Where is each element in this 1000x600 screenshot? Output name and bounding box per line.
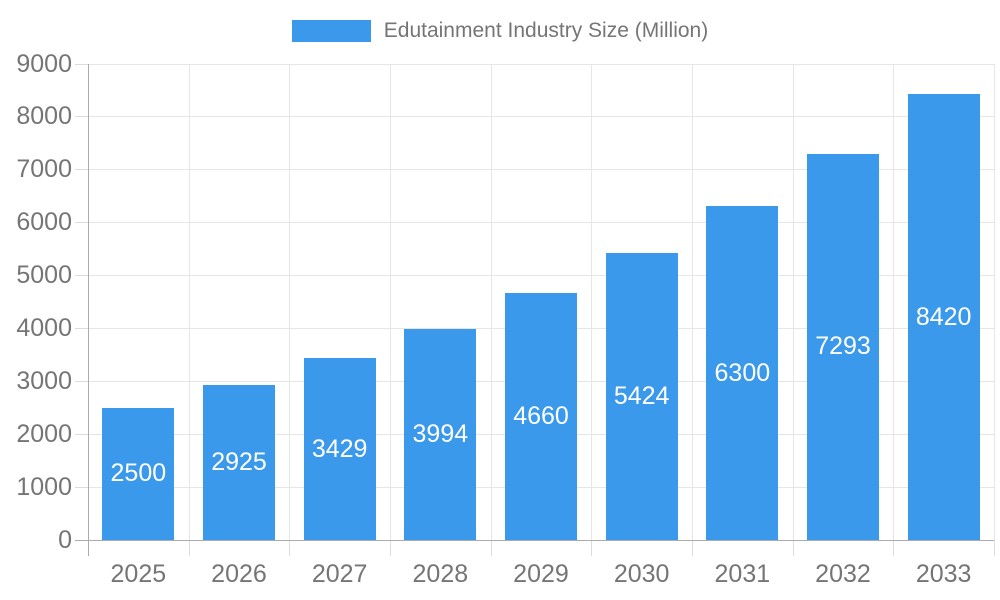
x-axis-baseline [75, 540, 994, 541]
gridline-horizontal [88, 275, 994, 277]
y-axis-label: 8000 [16, 102, 72, 131]
bar[interactable]: 3429 [303, 358, 376, 540]
bar-value-label: 3429 [311, 434, 368, 463]
x-axis-label: 2026 [211, 560, 267, 588]
bar[interactable]: 6300 [706, 206, 779, 540]
y-axis-tick [75, 116, 88, 118]
gridline-vertical [692, 63, 693, 540]
y-axis-label: 6000 [16, 208, 72, 237]
gridline-vertical [994, 63, 995, 540]
bar[interactable]: 2500 [102, 407, 175, 540]
gridline-horizontal [88, 63, 994, 65]
y-axis-tick [75, 381, 88, 383]
x-axis-tick [591, 540, 593, 556]
y-axis-label: 5000 [16, 261, 72, 290]
y-axis-line [88, 63, 89, 556]
bar-value-label: 2925 [211, 448, 267, 477]
x-axis-tick [490, 540, 492, 556]
y-axis-tick [75, 487, 88, 489]
y-axis-label: 4000 [16, 314, 72, 343]
x-axis-label: 2031 [714, 560, 771, 588]
x-axis-tick [289, 540, 291, 556]
gridline-vertical [893, 63, 895, 540]
gridline-vertical [792, 63, 794, 540]
x-axis-label: 2029 [513, 560, 569, 588]
x-axis-label: 2030 [613, 560, 670, 588]
y-axis-tick [75, 169, 88, 171]
gridline-vertical [490, 63, 492, 540]
y-axis-label: 1000 [16, 473, 72, 502]
bar-value-label: 2500 [110, 459, 167, 488]
gridline-horizontal [88, 116, 994, 118]
y-axis-label: 9000 [16, 49, 72, 78]
bar-value-label: 7293 [815, 332, 871, 361]
x-axis-label: 2028 [412, 560, 469, 588]
bar-value-label: 6300 [714, 358, 771, 387]
bar[interactable]: 8420 [907, 94, 980, 540]
bar[interactable]: 2925 [203, 385, 275, 540]
x-axis-label: 2033 [915, 560, 972, 588]
x-axis-tick [188, 540, 190, 556]
x-axis-tick [994, 540, 995, 556]
x-axis-tick [893, 540, 895, 556]
x-axis-label: 2027 [311, 560, 368, 588]
y-axis-tick [75, 222, 88, 224]
bar[interactable]: 4660 [505, 293, 577, 540]
y-axis-tick [75, 434, 88, 436]
bar[interactable]: 5424 [605, 252, 678, 540]
bar[interactable]: 3994 [404, 328, 477, 540]
x-axis-tick [692, 540, 693, 556]
gridline-vertical [591, 63, 593, 540]
y-axis-tick [75, 275, 88, 277]
y-axis-tick [75, 63, 88, 65]
y-axis-label: 7000 [16, 155, 72, 184]
legend-swatch [291, 20, 371, 42]
legend[interactable]: Edutainment Industry Size (Million) [0, 16, 1000, 46]
bar-value-label: 8420 [915, 302, 972, 331]
x-axis-label: 2025 [110, 560, 167, 588]
x-axis-tick [390, 540, 391, 556]
bar[interactable]: 7293 [807, 153, 879, 540]
legend-label: Edutainment Industry Size (Million) [383, 19, 709, 42]
gridline-vertical [289, 63, 291, 540]
gridline-horizontal [88, 169, 994, 171]
bar-value-label: 5424 [613, 381, 670, 410]
gridline-vertical [188, 63, 190, 540]
x-axis-tick [792, 540, 794, 556]
gridline-horizontal [88, 222, 994, 224]
bar-value-label: 3994 [412, 419, 469, 448]
x-axis-label: 2032 [815, 560, 871, 588]
y-axis-label: 3000 [16, 367, 72, 396]
gridline-vertical [390, 63, 391, 540]
bar-value-label: 4660 [513, 402, 569, 431]
y-axis-tick [75, 328, 88, 330]
y-axis-label: 0 [58, 526, 72, 554]
y-axis-label: 2000 [16, 420, 72, 449]
